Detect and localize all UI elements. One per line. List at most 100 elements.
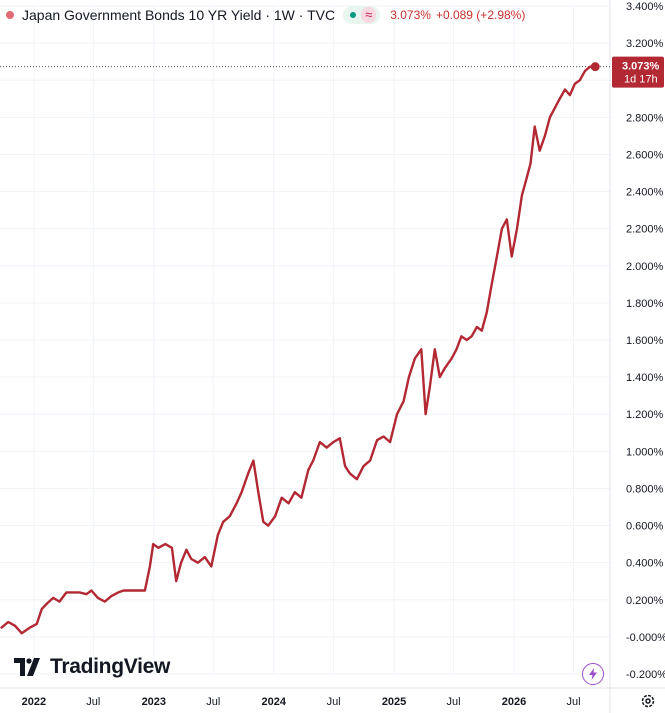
data-point <box>122 589 125 592</box>
data-point <box>425 413 427 415</box>
x-tick-label: 2026 <box>502 696 526 708</box>
x-tick-label: Jul <box>86 696 100 708</box>
symbol-title[interactable]: Japan Government Bonds 10 YR Yield · 1W … <box>22 7 336 23</box>
data-point <box>217 534 219 536</box>
data-point <box>429 385 431 387</box>
data-point <box>450 357 453 360</box>
last-price-tag-background <box>612 56 664 88</box>
data-point <box>339 437 341 439</box>
status-pill[interactable]: ≈ <box>343 6 381 24</box>
data-point <box>36 623 38 625</box>
price-axis[interactable]: 3.400% 3.200% 2.800% 2.600% 2.400% 2.200% 2.00… <box>626 1 665 681</box>
last-value-dot <box>590 62 600 72</box>
data-point <box>554 107 556 109</box>
data-point <box>21 632 23 634</box>
data-point <box>486 311 488 313</box>
data-point <box>491 283 493 285</box>
data-point <box>229 515 231 517</box>
x-tick-label: 2024 <box>262 696 287 708</box>
data-point <box>204 556 206 558</box>
data-point <box>376 439 378 441</box>
data-point <box>152 543 154 545</box>
x-tick-label: Jul <box>206 696 220 708</box>
series-line-jgb-10y[interactable] <box>0 65 597 635</box>
data-point <box>349 473 351 475</box>
data-point <box>584 70 586 72</box>
data-point <box>589 66 591 68</box>
data-point <box>414 357 416 360</box>
data-point <box>332 441 334 443</box>
y-tick-label: -0.200% <box>626 669 665 681</box>
x-tick-label: 2022 <box>22 696 46 708</box>
data-point <box>180 562 182 564</box>
x-tick-label: 2023 <box>142 696 166 708</box>
data-point <box>190 558 192 560</box>
series-points <box>1 66 596 634</box>
data-point <box>539 150 541 152</box>
y-tick-label: 2.200% <box>626 224 664 236</box>
data-point <box>382 435 385 438</box>
data-point <box>434 348 436 350</box>
chart-legend[interactable]: Japan Government Bonds 10 YR Yield · 1W … <box>6 5 525 25</box>
data-point <box>104 601 106 603</box>
symbol-color-dot <box>6 11 14 19</box>
data-point <box>130 589 133 592</box>
y-tick-label: 1.800% <box>626 298 664 310</box>
data-point <box>267 524 269 527</box>
data-point <box>444 367 446 369</box>
gear-icon[interactable] <box>640 693 656 709</box>
data-point <box>559 98 561 100</box>
data-point <box>312 460 314 462</box>
tradingview-logo-icon <box>14 658 40 676</box>
tradingview-logo[interactable]: TradingView <box>14 655 170 679</box>
x-tick-label: Jul <box>566 696 580 708</box>
y-tick-label: 0.600% <box>626 521 664 533</box>
data-point <box>171 547 173 549</box>
data-point <box>439 376 441 378</box>
market-status-dot <box>350 12 357 18</box>
data-point <box>506 218 508 220</box>
y-tick-label: 1.600% <box>626 335 664 347</box>
data-point <box>65 591 67 593</box>
data-point <box>579 79 581 81</box>
data-point <box>257 491 259 493</box>
data-point <box>524 181 527 183</box>
data-point <box>175 580 177 582</box>
data-point <box>46 602 48 605</box>
data-point <box>516 228 518 230</box>
lightning-icon <box>589 668 597 680</box>
data-point <box>344 465 346 467</box>
lightning-button[interactable] <box>582 663 604 685</box>
time-axis[interactable]: 2022 Jul 2023 Jul 2024 Jul 2025 Jul 2026 Jul <box>22 696 581 708</box>
data-point <box>247 473 249 475</box>
data-point <box>521 194 523 196</box>
data-point <box>144 589 146 592</box>
y-tick-label: 3.200% <box>626 38 664 50</box>
data-point <box>466 339 468 341</box>
data-point <box>569 94 571 96</box>
data-point <box>117 591 119 593</box>
data-point <box>549 116 551 118</box>
data-point <box>408 376 410 378</box>
x-tick-label: Jul <box>447 696 461 708</box>
y-tick-label: 1.000% <box>626 446 664 458</box>
legend-change: +0.089 (+2.98%) <box>435 8 526 22</box>
logo-text: TradingView <box>50 655 171 678</box>
data-point <box>326 447 328 449</box>
data-point <box>252 460 254 462</box>
data-point <box>222 521 224 523</box>
data-point <box>58 601 61 603</box>
data-point <box>307 469 309 471</box>
data-point <box>157 547 160 549</box>
data-point <box>294 491 296 493</box>
data-point <box>72 591 74 593</box>
data-point <box>455 348 458 350</box>
y-tick-label: 2.000% <box>626 261 664 273</box>
last-price-tag: 3.073% 1d 17h <box>612 56 664 88</box>
data-point <box>14 625 16 627</box>
y-tick-label: 2.800% <box>626 112 664 124</box>
wave-icon[interactable]: ≈ <box>361 7 377 23</box>
data-point <box>137 589 139 592</box>
grid-lines <box>0 5 610 675</box>
